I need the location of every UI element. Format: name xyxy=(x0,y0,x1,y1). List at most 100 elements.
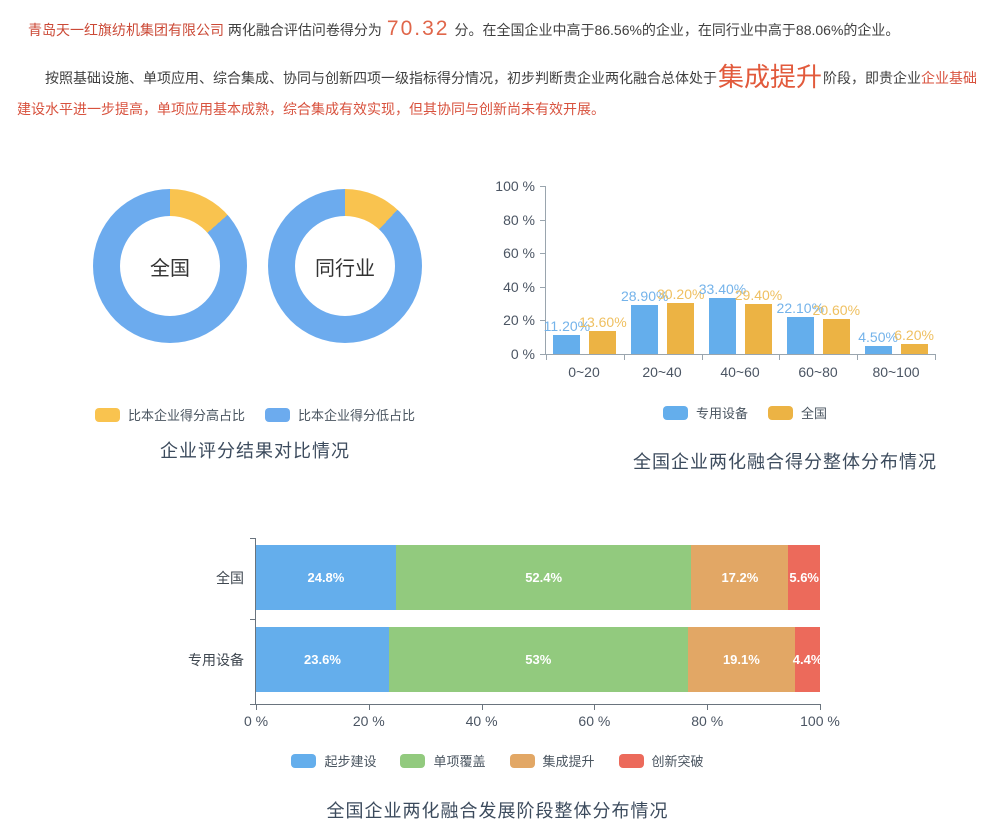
stacked-row-全国: 24.8% 52.4% 17.2% 5.6% xyxy=(256,545,820,610)
bar-value-label: 28.90% xyxy=(620,288,669,305)
row-category-label: 全国 xyxy=(216,569,244,586)
score-distribution-title: 全国企业两化融合得分整体分布情况 xyxy=(633,452,937,472)
segment-value-label: 24.8% xyxy=(307,570,345,585)
legend-label: 全国 xyxy=(801,406,828,421)
legend-label: 专用设备 xyxy=(695,406,748,421)
x-axis-tick xyxy=(707,704,709,710)
legend-item-起步建设[interactable]: 起步建设 xyxy=(291,751,376,770)
legend-item-比本企业得分低占比[interactable]: 比本企业得分低占比 xyxy=(265,405,415,424)
bar-group-0~20: 11.20% 13.60% xyxy=(544,186,627,354)
y-axis-tick xyxy=(250,619,256,620)
stage-distribution-title: 全国企业两化融合发展阶段整体分布情况 xyxy=(326,801,669,821)
score-suffix-text: 分。在全国企业中高于86.56%的企业，在同行业中高于88.06%的企业。 xyxy=(454,22,900,38)
legend-label: 单项覆盖 xyxy=(433,754,486,769)
legend-item-单项覆盖[interactable]: 单项覆盖 xyxy=(400,751,486,770)
donut-chart-industry: 同行业 xyxy=(268,189,422,343)
legend-item-集成提升[interactable]: 集成提升 xyxy=(509,751,595,770)
x-axis-tick-label: 0 % xyxy=(243,713,269,729)
legend-swatch-icon xyxy=(509,753,535,768)
y-axis-tick xyxy=(540,186,546,187)
x-axis-tick xyxy=(481,704,483,710)
bar-value-label: 20.60% xyxy=(812,302,861,319)
row-category-label: 专用设备 xyxy=(188,651,244,668)
bar-专用设备-40~60 xyxy=(708,297,736,354)
y-axis-tick xyxy=(540,320,546,322)
bar-全国-40~60 xyxy=(744,304,772,354)
bar-专用设备-80~100 xyxy=(864,346,892,354)
segment-value-label: 53% xyxy=(525,652,552,667)
bar-全国-80~100 xyxy=(900,343,928,354)
legend-label: 起步建设 xyxy=(324,754,377,769)
stage-paragraph-part1: 按照基础设施、单项应用、综合集成、协同与创新四项一级指标得分情况，初步判断贵企业… xyxy=(45,70,717,86)
bar-value-label: 13.60% xyxy=(579,314,627,331)
bar-column: 13.60% xyxy=(579,186,627,354)
donut-national-label: 全国 xyxy=(150,257,190,280)
bar-column: 11.20% xyxy=(544,186,590,354)
bar-column: 33.40% xyxy=(699,186,746,354)
segment-value-label: 23.6% xyxy=(304,652,341,667)
score-distribution-x-axis: 0~20 20~40 40~60 60~80 80~100 xyxy=(545,364,935,380)
donut-charts-row: 全国 同行业 xyxy=(93,189,422,343)
score-distribution-plot: 11.20% 13.60% 28.90% 30.20% 33.40% 29.40% 22.1… xyxy=(495,178,936,362)
donut-chart-title: 企业评分结果对比情况 xyxy=(160,441,350,461)
legend-item-比本企业得分高占比[interactable]: 比本企业得分高占比 xyxy=(94,405,245,424)
bar-column: 29.40% xyxy=(735,186,782,354)
legend-item-创新突破[interactable]: 创新突破 xyxy=(618,751,704,770)
bar-group-20~40: 28.90% 30.20% xyxy=(621,186,705,354)
donut-industry-label: 同行业 xyxy=(315,257,375,280)
x-axis-tick xyxy=(368,704,370,710)
x-axis-tick xyxy=(546,354,547,360)
x-axis-tick xyxy=(857,354,859,360)
y-axis-tick-label: 40 % xyxy=(503,278,535,295)
bar-value-label: 6.20% xyxy=(894,326,934,343)
x-axis-tick xyxy=(701,354,703,360)
x-axis-tick-label: 80 % xyxy=(691,713,724,729)
stage-summary-paragraph: 按照基础设施、单项应用、综合集成、协同与创新四项一级指标得分情况，初步判断贵企业… xyxy=(17,62,979,125)
score-value: 70.32 xyxy=(386,17,450,40)
bar-group-80~100: 4.50% 6.20% xyxy=(857,186,935,354)
bar-column: 20.60% xyxy=(813,186,860,354)
legend-label: 创新突破 xyxy=(651,754,704,769)
x-axis-tick-label: 60 % xyxy=(578,713,611,729)
bar-group-60~80: 22.10% 20.60% xyxy=(776,186,860,354)
bar-专用设备-20~40 xyxy=(631,305,659,354)
donut-hole xyxy=(295,216,395,316)
legend-label: 比本企业得分低占比 xyxy=(298,408,416,423)
stage-paragraph-part3: 企业基础建设水平进一步提高，单项应用基本成熟，综合集成有效实现，但其协同与创新尚… xyxy=(17,70,978,117)
legend-label: 集成提升 xyxy=(542,754,595,769)
bar-专用设备-0~20 xyxy=(553,335,581,354)
company-name: 青岛天一红旗纺机集团有限公司 xyxy=(28,22,224,38)
score-prefix-text: 两化融合评估问卷得分为 xyxy=(227,22,382,38)
y-axis-tick xyxy=(540,354,546,355)
legend-swatch-icon xyxy=(618,753,644,768)
segment-value-label: 17.2% xyxy=(721,570,759,585)
legend-item-全国[interactable]: 全国 xyxy=(768,403,827,422)
x-axis-tick xyxy=(820,704,821,710)
bar-value-label: 33.40% xyxy=(698,280,747,297)
segment-起步建设-专用设备: 23.6% xyxy=(256,627,389,692)
stage-distribution-legend: 起步建设 单项覆盖 集成提升 创新突破 xyxy=(0,751,995,770)
x-axis-tick-label: 40 % xyxy=(465,713,498,729)
y-axis-tick-label: 100 % xyxy=(495,178,535,194)
y-axis-tick xyxy=(250,538,256,539)
bar-value-label: 29.40% xyxy=(734,287,783,304)
legend-swatch-icon xyxy=(94,407,120,422)
segment-value-label: 5.6% xyxy=(789,570,819,585)
legend-item-专用设备[interactable]: 专用设备 xyxy=(662,403,748,422)
y-axis-tick-label: 0 % xyxy=(510,346,535,362)
x-axis-tick xyxy=(779,354,781,360)
bar-全国-0~20 xyxy=(589,331,617,354)
donut-chart-national: 全国 xyxy=(93,189,247,343)
donut-chart-legend: 比本企业得分高占比 比本企业得分低占比 xyxy=(60,405,450,424)
x-axis-category-label: 20~40 xyxy=(642,364,682,380)
legend-swatch-icon xyxy=(265,407,290,422)
x-axis-category-label: 60~80 xyxy=(798,364,838,380)
bar-value-label: 22.10% xyxy=(776,299,825,316)
segment-集成提升-专用设备: 19.1% xyxy=(687,627,796,692)
bar-column: 28.90% xyxy=(621,186,668,354)
x-axis-tick xyxy=(594,704,596,710)
bar-value-label: 30.20% xyxy=(656,285,705,302)
y-axis-tick-label: 60 % xyxy=(503,245,535,262)
segment-单项覆盖-全国: 52.4% xyxy=(395,545,692,610)
